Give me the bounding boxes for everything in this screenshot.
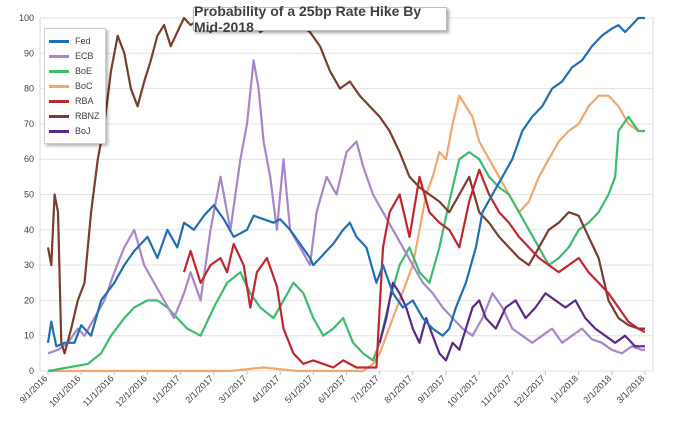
x-tick-label: 11/1/2016 — [81, 373, 116, 408]
x-tick-label: 1/1/2018 — [548, 373, 580, 405]
x-tick-label: 2/1/2017 — [183, 373, 215, 405]
legend-label: ECB — [75, 51, 94, 61]
series-line-fed — [46, 16, 645, 348]
y-axis: 0 10 20 30 40 50 60 70 80 90 100 — [19, 13, 34, 376]
x-tick-label: 10/1/2016 — [47, 373, 82, 408]
x-tick-label: 3/1/2017 — [217, 373, 249, 405]
y-tick-label: 0 — [29, 366, 34, 376]
y-tick-label: 90 — [24, 48, 34, 58]
x-tick-label: 8/1/2017 — [382, 373, 414, 405]
y-tick-label: 40 — [24, 225, 34, 235]
y-tick-label: 10 — [24, 331, 34, 341]
legend-item-rbnz: RBNZ — [49, 109, 100, 123]
y-tick-label: 70 — [24, 119, 34, 129]
legend: Fed ECB BoE BoC RBA RBNZ BoJ — [44, 28, 106, 144]
y-tick-label: 20 — [24, 295, 34, 305]
legend-item-boe: BoE — [49, 64, 92, 78]
legend-label: RBNZ — [75, 111, 100, 121]
series-line-boj — [378, 281, 645, 362]
y-tick-label: 100 — [19, 13, 34, 23]
x-tick-label: 11/1/2017 — [479, 373, 514, 408]
x-tick-label: 7/1/2017 — [349, 373, 381, 405]
x-tick-label: 4/1/2017 — [250, 373, 282, 405]
x-tick-label: 10/1/2017 — [445, 373, 480, 408]
x-tick-label: 9/1/2017 — [416, 373, 448, 405]
x-tick-label: 9/1/2016 — [18, 373, 50, 405]
legend-swatch — [49, 69, 69, 73]
legend-item-fed: Fed — [49, 34, 91, 48]
legend-swatch — [49, 84, 69, 88]
legend-label: RBA — [75, 96, 94, 106]
y-tick-label: 30 — [24, 260, 34, 270]
legend-swatch — [49, 54, 69, 58]
legend-label: BoE — [75, 66, 93, 76]
legend-swatch — [49, 129, 69, 133]
x-tick-label: 5/1/2017 — [283, 373, 315, 405]
series-line-boc — [48, 94, 645, 373]
series-line-rba — [182, 168, 646, 369]
y-tick-label: 80 — [24, 84, 34, 94]
chart-title: Probability of a 25bp Rate Hike By Mid-2… — [194, 3, 422, 35]
legend-swatch — [49, 99, 69, 103]
legend-swatch — [49, 114, 69, 118]
legend-label: BoJ — [75, 126, 91, 136]
x-tick-label: 12/1/2016 — [114, 373, 149, 408]
x-tick-label: 3/1/2018 — [615, 373, 647, 405]
legend-item-rba: RBA — [49, 94, 94, 108]
chart-title-box: Probability of a 25bp Rate Hike By Mid-2… — [193, 3, 447, 35]
legend-item-boc: BoC — [49, 79, 93, 93]
y-tick-label: 60 — [24, 154, 34, 164]
legend-item-boj: BoJ — [49, 124, 91, 138]
legend-label: Fed — [75, 36, 91, 46]
legend-label: BoC — [75, 81, 93, 91]
legend-item-ecb: ECB — [49, 49, 94, 63]
y-tick-label: 50 — [24, 190, 34, 200]
x-tick-label: 1/1/2017 — [150, 373, 182, 405]
x-tick-label: 12/1/2017 — [512, 373, 547, 408]
x-tick-label: 2/1/2018 — [581, 373, 613, 405]
series-line-ecb — [47, 59, 645, 355]
legend-swatch — [49, 39, 69, 43]
x-tick-label: 6/1/2017 — [316, 373, 348, 405]
